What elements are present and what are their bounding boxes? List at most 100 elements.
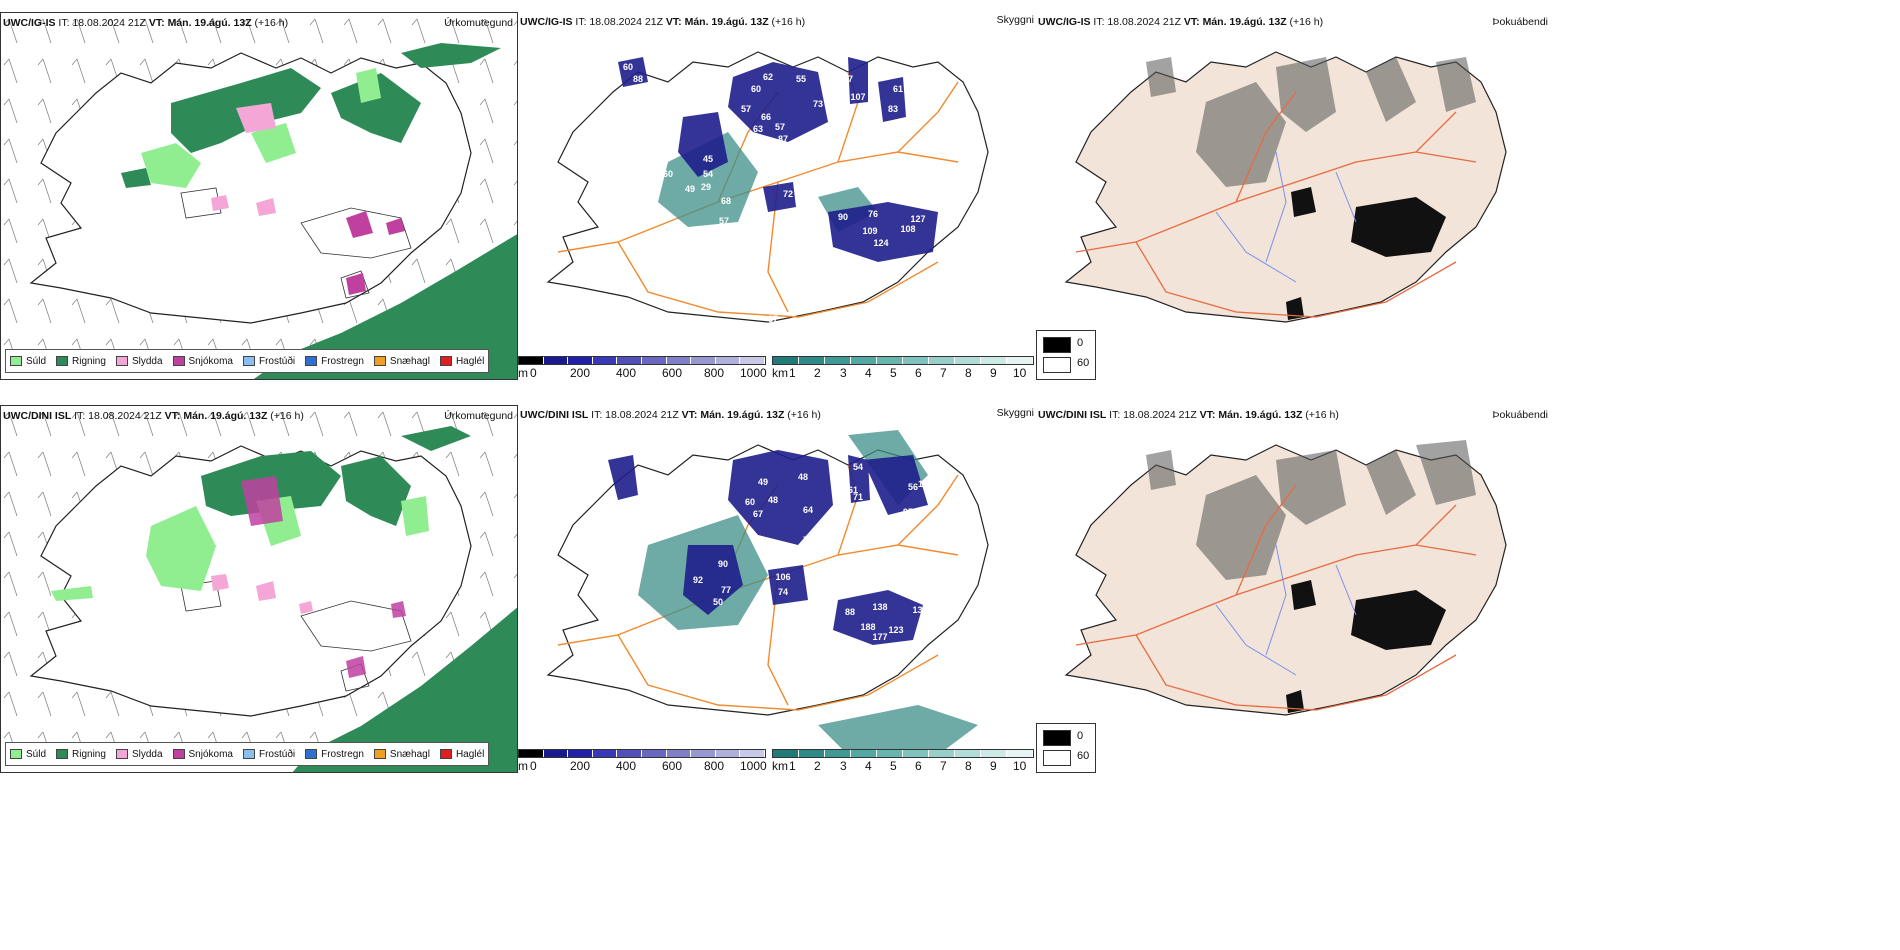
cloud-base-label: 29 bbox=[701, 182, 711, 192]
legend-item: Haglél bbox=[439, 356, 484, 367]
legend-item: Snæhagl bbox=[373, 356, 430, 367]
snow-area bbox=[346, 211, 405, 295]
cloud-base-label: 56 bbox=[908, 482, 918, 492]
cloud-base-label: 83 bbox=[888, 104, 898, 114]
fog-core bbox=[1286, 580, 1446, 713]
cloud-base-label: 48 bbox=[768, 495, 778, 505]
cloud-base-label: 54 bbox=[853, 462, 863, 472]
ceiling-colorbar-row1: m 0 200 400 600 800 1000 bbox=[518, 356, 767, 380]
sleet-area bbox=[211, 103, 276, 216]
precip-legend-row1: Súld Rigning Slydda Snjókoma Frostúði Fr… bbox=[5, 349, 490, 373]
legend-item: Haglél bbox=[439, 749, 484, 760]
fog-legend-light bbox=[1043, 357, 1071, 373]
cloud-base-label: 74 bbox=[778, 587, 788, 597]
cloud-base-label: 138 bbox=[872, 602, 887, 612]
cloud-base-label: 73 bbox=[813, 99, 823, 109]
visibility-title-row1: Skyggni bbox=[996, 14, 1034, 26]
cloud-base-label: 29 bbox=[838, 262, 848, 272]
cloud-base-label: 50 bbox=[713, 597, 723, 607]
fog-title-row1: Þokuábendi bbox=[1492, 16, 1548, 28]
cloud-base-label: 124 bbox=[873, 238, 888, 248]
fog-shading bbox=[1146, 440, 1476, 580]
rain-area bbox=[121, 43, 501, 188]
cloud-header-row1: UWC/IG-IS IT: 18.08.2024 21Z VT: Mán. 19… bbox=[520, 16, 806, 28]
cloud-base-label: 87 bbox=[778, 134, 788, 144]
cloud-base-label: 28 bbox=[763, 164, 773, 174]
legend-item: Frostregn bbox=[305, 356, 364, 367]
cloud-base-label: 106 bbox=[775, 572, 790, 582]
fog-legend-row1: 0 60 bbox=[1036, 330, 1096, 380]
legend-item: Frostúði bbox=[242, 356, 295, 367]
cloud-base-label: 37 bbox=[768, 314, 778, 324]
fog-rivers bbox=[1215, 151, 1357, 283]
cloud-base-label: 77 bbox=[721, 585, 731, 595]
legend-item: Súld bbox=[10, 356, 46, 367]
cloud-base-label: 92 bbox=[693, 575, 703, 585]
fog-legend-dark bbox=[1043, 337, 1071, 353]
cloud-base-label: 48 bbox=[798, 472, 808, 482]
cloud-base-label: 62 bbox=[763, 72, 773, 82]
cloud-base-label: 67 bbox=[753, 509, 763, 519]
sleet-area bbox=[211, 574, 313, 614]
legend-item: Súld bbox=[10, 749, 46, 760]
cloud-base-label: 90 bbox=[718, 559, 728, 569]
cloud-base-area bbox=[608, 450, 928, 645]
cloud-base-label: 61 bbox=[893, 84, 903, 94]
cloud-base-label: 57 bbox=[719, 216, 729, 226]
fog-panel-row2: UWC/DINI ISL IT: 18.08.2024 21Z VT: Mán.… bbox=[1036, 405, 1550, 773]
fog-legend-light bbox=[1043, 750, 1071, 766]
cloud-base-label: 109 bbox=[862, 226, 877, 236]
precip-type-panel-row1: UWC/IG-IS IT: 18.08.2024 21Z VT: Mán. 19… bbox=[0, 12, 518, 380]
legend-item: Rigning bbox=[56, 749, 106, 760]
precip-header-row1: UWC/IG-IS IT: 18.08.2024 21Z VT: Mán. 19… bbox=[3, 17, 289, 29]
cloud-base-label: 60 bbox=[745, 497, 755, 507]
cloud-base-label: 87 bbox=[843, 74, 853, 84]
legend-item: Snjókoma bbox=[172, 749, 233, 760]
ceiling-colorbar-row2: m 0 200 400 600 800 1000 bbox=[518, 749, 767, 773]
legend-item: Frostúði bbox=[242, 749, 295, 760]
visibility-colorbar bbox=[772, 749, 1034, 758]
cloud-base-label: 115 bbox=[876, 124, 891, 134]
ceiling-colorbar bbox=[518, 356, 766, 365]
cloud-vis-panel-row2: 49 48 54 56 60 48 67 64 61 97 80 71 13 75 90 92 77 50 106 7… bbox=[518, 405, 1036, 773]
cloud-base-label: 68 bbox=[721, 196, 731, 206]
cloud-base-label: 93 bbox=[868, 92, 878, 102]
cloud-base-label: 123 bbox=[888, 625, 903, 635]
cloud-base-label: 10 bbox=[843, 587, 853, 597]
precip-title-row1: Úrkomutegund bbox=[444, 17, 513, 29]
cloud-base-label: 80 bbox=[858, 517, 868, 527]
cloud-base-label: 76 bbox=[868, 209, 878, 219]
precip-title-row2: Úrkomutegund bbox=[444, 410, 513, 422]
snow-area bbox=[241, 476, 406, 678]
glacier-outlines bbox=[180, 187, 412, 299]
fog-title-row2: Þokuábendi bbox=[1492, 409, 1548, 421]
cloud-base-label: 54 bbox=[703, 169, 713, 179]
legend-item: Frostregn bbox=[305, 749, 364, 760]
cloud-base-label: 13 bbox=[918, 479, 928, 489]
cloud-base-label: 64 bbox=[803, 505, 813, 515]
cloud-vis-panel-row1: 60 62 55 60 87 57 66 57 63 87 73 45 28 49 29 54 68 72 57 90… bbox=[518, 12, 1036, 380]
fog-rivers bbox=[1215, 544, 1357, 676]
cloud-base-label: 71 bbox=[853, 492, 863, 502]
visibility-colorbar-row1: km 1 2 3 4 5 6 7 8 9 10 bbox=[772, 356, 1034, 380]
ceiling-colorbar bbox=[518, 749, 766, 758]
sea-rain bbox=[292, 607, 517, 772]
legend-item: Slydda bbox=[115, 749, 163, 760]
cloud-base-label: 63 bbox=[753, 124, 763, 134]
cloud-base-label: 45 bbox=[703, 154, 713, 164]
cloud-base-label: 60 bbox=[663, 169, 673, 179]
cloud-base-label: 60 bbox=[623, 62, 633, 72]
legend-item: Snæhagl bbox=[373, 749, 430, 760]
cloud-base-label: 57 bbox=[775, 122, 785, 132]
fog-shading bbox=[1146, 57, 1476, 187]
cloud-base-label: 60 bbox=[751, 84, 761, 94]
fog-header-row1: UWC/IG-IS IT: 18.08.2024 21Z VT: Mán. 19… bbox=[1038, 16, 1324, 28]
cloud-base-label: 61 bbox=[848, 485, 858, 495]
cloud-base-label: 177 bbox=[872, 632, 887, 642]
cloud-base-label: 55 bbox=[796, 74, 806, 84]
precip-map-row2 bbox=[1, 406, 517, 772]
cloud-base-label: 90 bbox=[838, 212, 848, 222]
cloud-header-row2: UWC/DINI ISL IT: 18.08.2024 21Z VT: Mán.… bbox=[520, 409, 821, 421]
cloud-base-label: 49 bbox=[758, 477, 768, 487]
